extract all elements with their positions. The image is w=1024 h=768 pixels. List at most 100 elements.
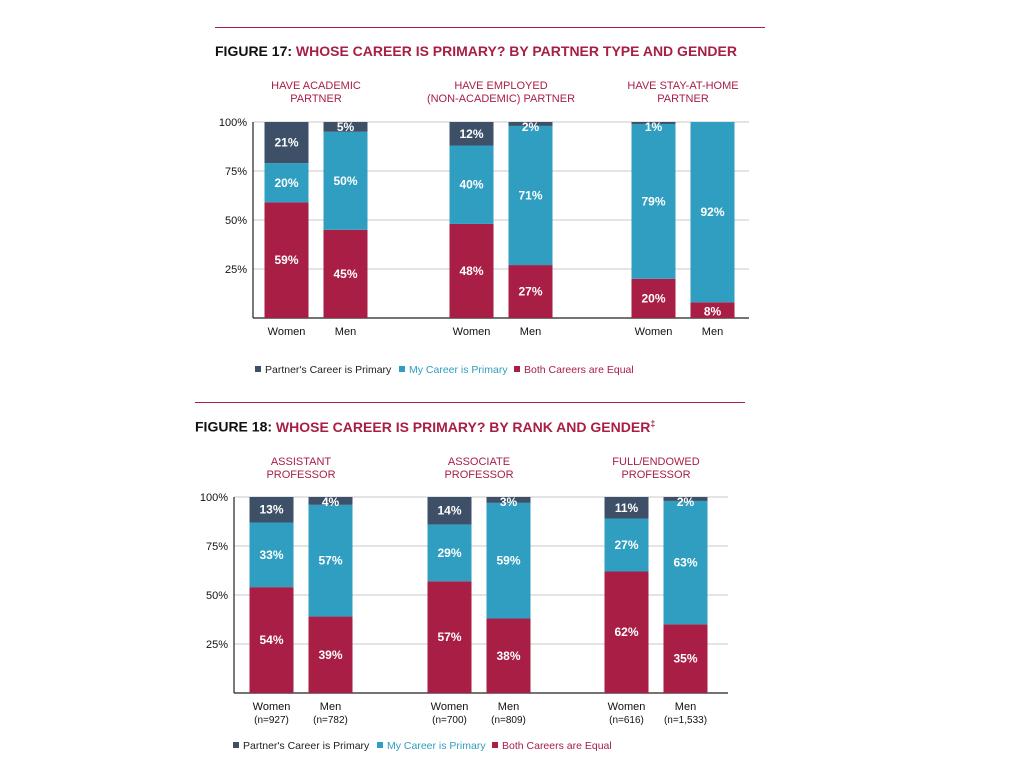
data-label: 59% [496, 554, 520, 568]
bar-segment-partner [264, 122, 309, 164]
figure-18-heading-text: WHOSE CAREER IS PRIMARY? BY RANK AND GEN… [275, 418, 651, 435]
category-sublabel: (n=809) [491, 715, 526, 726]
data-label: 3% [500, 495, 518, 509]
bar-segment-partner [631, 122, 676, 124]
bar-segment-partner [508, 122, 553, 126]
data-label: 62% [614, 625, 638, 639]
legend-swatch [233, 742, 239, 748]
y-tick-label: 100% [200, 492, 228, 504]
group-label: PARTNER [290, 93, 342, 105]
legend-label: Partner's Career is Primary [243, 740, 370, 752]
legend-swatch [399, 366, 405, 372]
category-label: Men [520, 326, 541, 338]
data-label: 71% [518, 189, 542, 203]
legend-label: My Career is Primary [387, 740, 486, 752]
category-label: Women [431, 701, 469, 713]
group-label: PARTNER [657, 93, 709, 105]
bar-segment-partner [604, 497, 649, 519]
bar-segment-partner [323, 122, 368, 132]
group-label: HAVE EMPLOYED [454, 80, 547, 92]
group-label: HAVE STAY-AT-HOME [627, 80, 738, 92]
legend-label: Partner's Career is Primary [265, 364, 392, 376]
data-label: 27% [614, 538, 638, 552]
legend-swatch [255, 366, 261, 372]
data-label: 39% [318, 648, 342, 662]
data-label: 13% [259, 503, 283, 517]
data-label: 35% [673, 652, 697, 666]
data-label: 11% [615, 501, 639, 515]
data-label: 59% [274, 253, 298, 267]
bar-segment-mine [663, 500, 708, 625]
bar-segment-mine [631, 123, 676, 279]
group-label: (NON-ACADEMIC) PARTNER [427, 93, 575, 105]
y-tick-label: 75% [225, 166, 247, 178]
data-label: 57% [318, 554, 342, 568]
bar-segment-equal [631, 278, 676, 318]
bar-segment-mine [308, 504, 353, 617]
bar-segment-partner [663, 497, 708, 501]
data-label: 12% [459, 127, 483, 141]
bar-segment-mine [508, 125, 553, 266]
legend-swatch [492, 742, 498, 748]
data-label: 54% [259, 633, 283, 647]
group-label: FULL/ENDOWED [612, 456, 699, 468]
bar-segment-equal [449, 223, 494, 318]
data-label: 92% [700, 205, 724, 219]
legend-label: My Career is Primary [409, 364, 508, 376]
category-label: Women [268, 326, 306, 338]
bar-segment-partner [486, 497, 531, 503]
y-tick-label: 75% [206, 541, 228, 553]
data-label: 38% [496, 649, 520, 663]
y-tick-label: 50% [225, 215, 247, 227]
bar-segment-partner [308, 497, 353, 505]
data-label: 2% [677, 495, 695, 509]
data-label: 21% [274, 136, 298, 150]
bar-segment-mine [604, 518, 649, 572]
data-label: 45% [333, 267, 357, 281]
data-label: 50% [333, 174, 357, 188]
bar-segment-mine [264, 163, 309, 203]
figure-17-title: FIGURE 17: WHOSE CAREER IS PRIMARY? BY P… [215, 43, 737, 59]
figure-17-number: FIGURE 17: [215, 43, 293, 59]
category-sublabel: (n=616) [609, 715, 644, 726]
data-label: 27% [518, 285, 542, 299]
bar-segment-equal [604, 571, 649, 693]
bar-segment-equal [427, 581, 472, 693]
category-sublabel: (n=927) [254, 715, 289, 726]
data-label: 79% [641, 194, 665, 208]
category-label: Men [702, 326, 723, 338]
figure-17-heading: WHOSE CAREER IS PRIMARY? BY PARTNER TYPE… [295, 43, 737, 59]
figure-18-number: FIGURE 18: [195, 418, 273, 435]
category-label: Women [608, 701, 646, 713]
data-label: 63% [673, 556, 697, 570]
legend-label: Both Careers are Equal [524, 364, 634, 376]
category-label: Men [675, 701, 696, 713]
group-label: PROFESSOR [621, 469, 690, 481]
bar-segment-equal [308, 616, 353, 693]
y-tick-label: 25% [206, 639, 228, 651]
bar-segment-equal [690, 302, 735, 318]
figure-18-top-rule [195, 402, 745, 403]
bar-segment-equal [486, 618, 531, 693]
data-label: 14% [437, 504, 461, 518]
bar-segment-mine [323, 131, 368, 230]
data-label: 8% [704, 304, 722, 318]
data-label: 57% [437, 630, 461, 644]
group-label: ASSISTANT [271, 456, 332, 468]
bar-segment-partner [249, 497, 294, 523]
category-label: Women [453, 326, 491, 338]
y-tick-label: 25% [225, 264, 247, 276]
data-label: 1% [645, 120, 663, 134]
bar-segment-mine [249, 522, 294, 588]
bar-segment-mine [449, 145, 494, 224]
group-label: ASSOCIATE [448, 456, 510, 468]
category-label: Women [635, 326, 673, 338]
data-label: 40% [459, 178, 483, 192]
category-sublabel: (n=782) [313, 715, 348, 726]
bar-segment-equal [264, 202, 309, 318]
data-label: 48% [459, 264, 483, 278]
bar-segment-equal [508, 265, 553, 318]
category-label: Men [335, 326, 356, 338]
figure-18-title: FIGURE 18: WHOSE CAREER IS PRIMARY? BY R… [195, 418, 655, 435]
